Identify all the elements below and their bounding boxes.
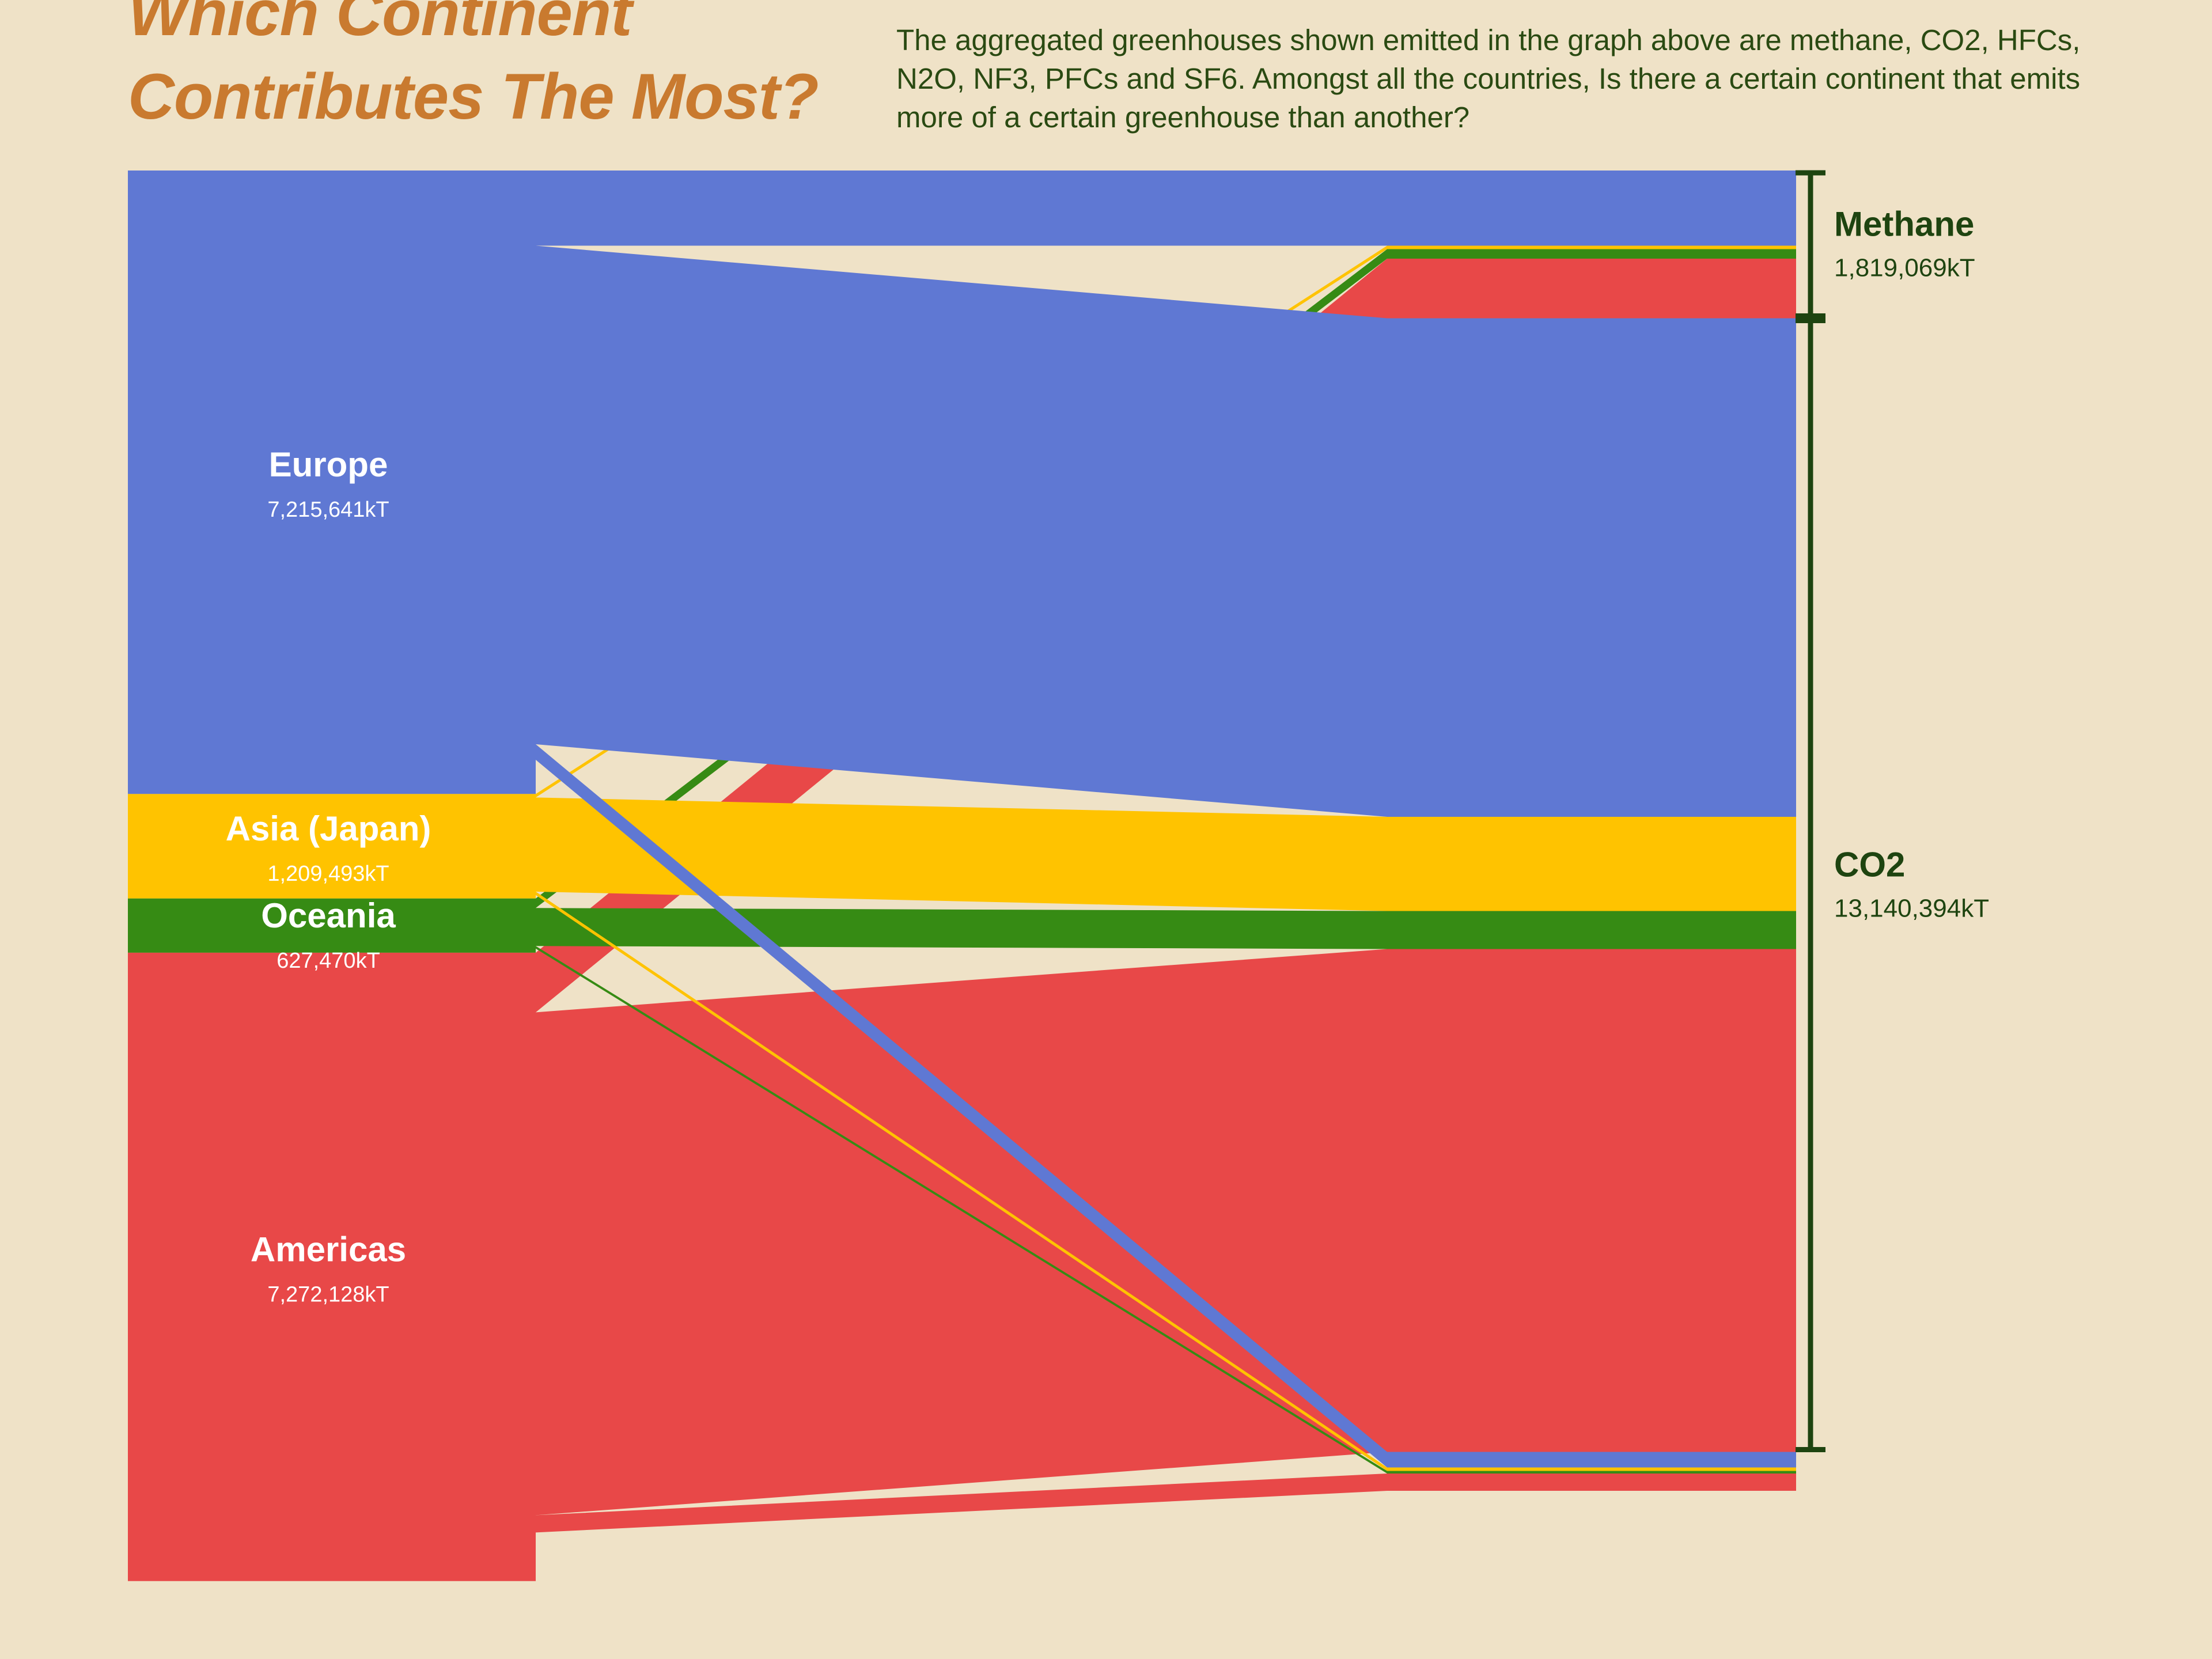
sankey-nodes — [128, 171, 536, 1581]
source-label-oceania: Oceania — [261, 896, 396, 935]
source-value-europe: 7,215,641kT — [267, 498, 389, 522]
source-label-europe: Europe — [269, 445, 388, 484]
link-europe-to-co2 — [536, 245, 1796, 817]
source-node-europe — [128, 171, 536, 794]
source-value-asia-japan: 1,209,493kT — [267, 862, 389, 886]
source-label-americas: Americas — [251, 1230, 406, 1268]
target-value-methane: 1,819,069kT — [1834, 253, 1975, 282]
title-line-1: Which Continent — [128, 0, 632, 49]
target-label-methane: Methane — [1834, 204, 1974, 243]
target-value-co2: 13,140,394kT — [1834, 895, 1989, 923]
title-line-2: Contributes The Most? — [128, 60, 819, 132]
source-node-americas — [128, 952, 536, 1581]
link-asia-japan-to-co2 — [536, 797, 1796, 911]
link-americas-to-co2 — [536, 949, 1796, 1516]
target-label-co2: CO2 — [1834, 846, 1905, 884]
source-label-asia-japan: Asia (Japan) — [226, 809, 431, 848]
link-oceania-to-co2 — [536, 908, 1796, 949]
source-node-asia-japan — [128, 794, 536, 899]
link-europe-to-methane — [536, 171, 1796, 246]
link-americas-to-other-hfcs-n2o-nf3-pfcs-sf6 — [536, 1474, 1796, 1533]
sankey-links — [536, 171, 1796, 1533]
chart-title: Which Continent Contributes The Most? — [128, 0, 819, 138]
source-value-oceania: 627,470kT — [276, 949, 380, 973]
target-brackets — [1796, 170, 1825, 1452]
chart-subtitle: The aggregated greenhouses shown emitted… — [896, 24, 2081, 134]
source-value-americas: 7,272,128kT — [267, 1282, 389, 1306]
source-node-oceania — [128, 898, 536, 953]
sankey-labels: Methane 1,819,069kT CO2 13,140,394kT Europe 7… — [226, 204, 1989, 1306]
